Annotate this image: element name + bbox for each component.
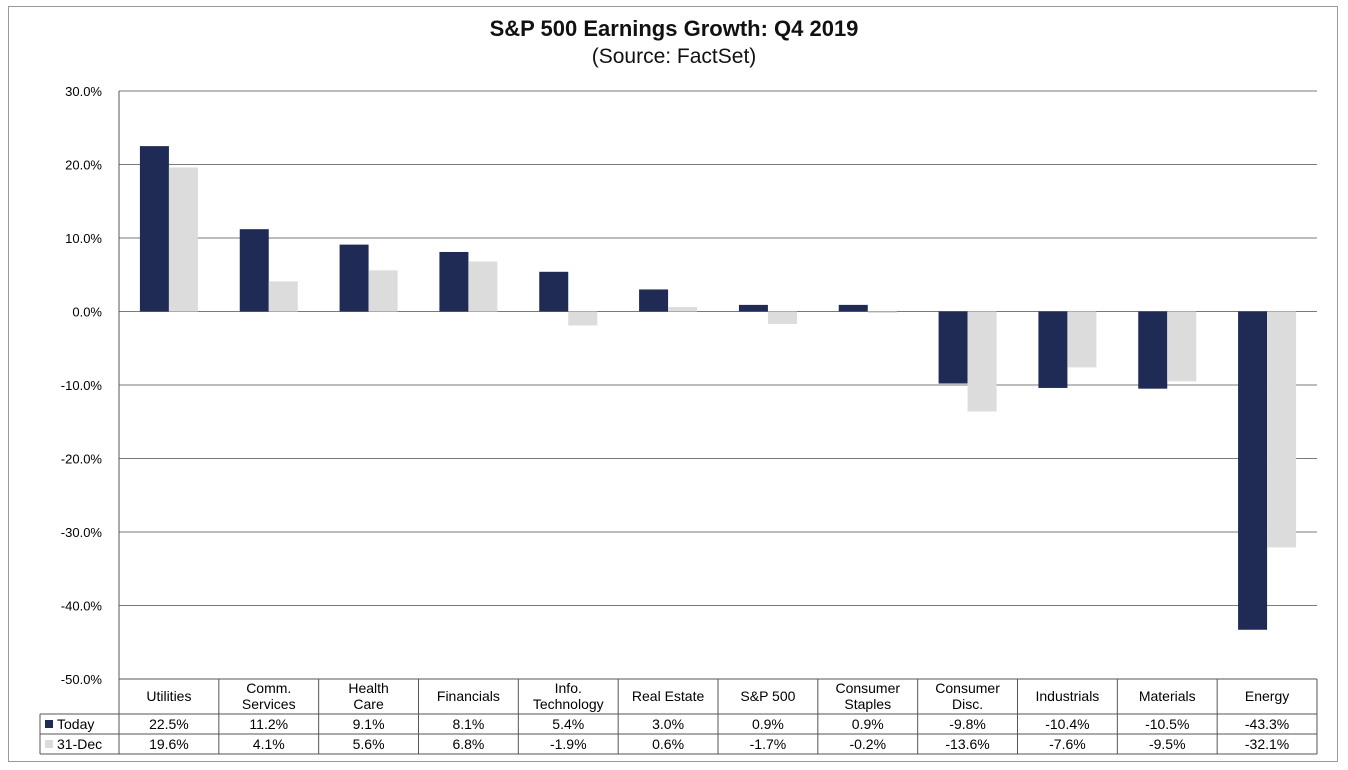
category-label: Disc.: [952, 696, 983, 712]
category-label: Health: [348, 680, 388, 696]
y-tick-label: -40.0%: [61, 599, 103, 614]
category-label: Services: [242, 696, 296, 712]
bar-today: [838, 304, 868, 312]
category-label: Consumer: [935, 680, 1000, 696]
data-label: -9.5%: [1149, 736, 1186, 752]
bar-today: [439, 251, 469, 312]
bar-31-dec: [468, 261, 498, 312]
category-label: Industrials: [1036, 688, 1100, 704]
bar-31-dec: [1267, 311, 1297, 548]
bar-today: [938, 311, 968, 384]
bar-31-dec: [668, 307, 698, 312]
bar-today: [738, 304, 768, 312]
category-label: Comm.: [246, 680, 291, 696]
bar-31-dec: [767, 311, 797, 324]
bar-today: [1138, 311, 1168, 389]
bar-31-dec: [1067, 311, 1097, 368]
y-tick-label: -30.0%: [61, 525, 103, 540]
bar-today: [1238, 311, 1268, 630]
legend-swatch-31-dec: [45, 740, 53, 748]
category-label: Financials: [437, 688, 500, 704]
legend-swatch-today: [45, 720, 53, 728]
data-label: 0.9%: [852, 716, 884, 732]
legend-label: Today: [57, 716, 94, 732]
chart-frame: [8, 6, 1338, 762]
bar-31-dec: [368, 270, 398, 312]
data-label: 19.6%: [149, 736, 189, 752]
bar-today: [1038, 311, 1068, 388]
data-label: -32.1%: [1245, 736, 1289, 752]
y-tick-label: -20.0%: [61, 452, 103, 467]
data-label: -10.5%: [1145, 716, 1189, 732]
category-label: Info.: [555, 680, 582, 696]
data-label: 9.1%: [353, 716, 385, 732]
data-label: 3.0%: [652, 716, 684, 732]
data-label: 6.8%: [452, 736, 484, 752]
category-label: Energy: [1245, 688, 1289, 704]
bar-today: [239, 229, 269, 312]
y-tick-label: 0.0%: [72, 305, 102, 320]
chart-subtitle: (Source: FactSet): [591, 45, 757, 68]
y-tick-label: -10.0%: [61, 378, 103, 393]
category-label: Utilities: [146, 688, 191, 704]
legend-label: 31-Dec: [57, 736, 102, 752]
y-tick-label: 20.0%: [65, 158, 102, 173]
bar-31-dec: [967, 311, 997, 412]
chart-title: S&P 500 Earnings Growth: Q4 2019: [489, 16, 859, 41]
data-label: 4.1%: [253, 736, 285, 752]
bar-31-dec: [168, 167, 198, 312]
data-label: 22.5%: [149, 716, 189, 732]
data-label: 0.9%: [752, 716, 784, 732]
y-tick-label: -50.0%: [61, 672, 103, 687]
category-label: Care: [353, 696, 384, 712]
bar-31-dec: [1167, 311, 1197, 382]
category-label: Technology: [533, 696, 604, 712]
data-label: 5.6%: [353, 736, 385, 752]
bar-today: [339, 244, 369, 312]
y-tick-label: 30.0%: [65, 84, 102, 99]
bar-31-dec: [568, 311, 598, 326]
data-label: -7.6%: [1049, 736, 1086, 752]
data-label: -13.6%: [945, 736, 989, 752]
bar-31-dec: [867, 311, 897, 313]
data-label: -1.7%: [750, 736, 787, 752]
data-label: -1.9%: [550, 736, 587, 752]
data-label: -10.4%: [1045, 716, 1089, 732]
data-label: -9.8%: [949, 716, 986, 732]
data-label: 8.1%: [452, 716, 484, 732]
data-label: -0.2%: [849, 736, 886, 752]
data-label: 11.2%: [249, 716, 288, 732]
y-tick-label: 10.0%: [65, 231, 102, 246]
category-label: S&P 500: [740, 688, 795, 704]
category-label: Materials: [1139, 688, 1196, 704]
bar-31-dec: [268, 281, 298, 312]
data-label: 5.4%: [552, 716, 584, 732]
bar-today: [639, 289, 669, 312]
category-label: Consumer: [835, 680, 900, 696]
data-label: -43.3%: [1245, 716, 1289, 732]
bar-today: [539, 271, 569, 312]
data-label: 0.6%: [652, 736, 684, 752]
bar-today: [139, 146, 169, 312]
category-label: Real Estate: [632, 688, 705, 704]
category-label: Staples: [844, 696, 891, 712]
